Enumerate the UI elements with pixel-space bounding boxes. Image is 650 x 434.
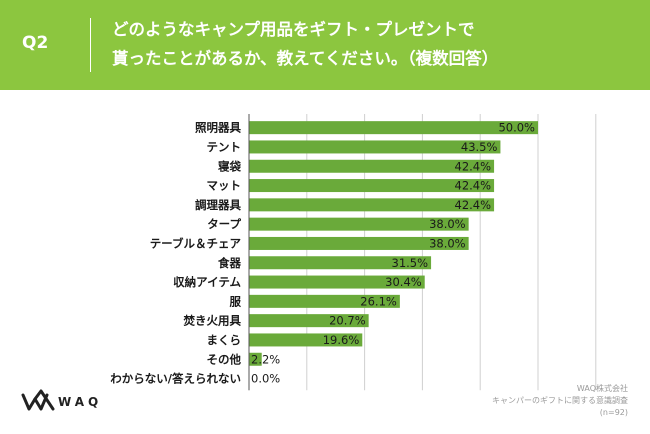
bar: [249, 275, 425, 289]
category-label: マット: [207, 179, 242, 193]
category-label: 収納アイテム: [173, 275, 241, 289]
category-label: その他: [207, 352, 242, 366]
data-label: 50.0%: [498, 121, 535, 135]
bar: [249, 333, 363, 347]
data-label: 42.4%: [455, 179, 492, 193]
bar: [249, 121, 538, 135]
question-line-2: 貰ったことがあるか、教えてください。（複数回答）: [112, 49, 499, 68]
source-note: WAQ株式会社 キャンパーのギフトに関する意識調査 (n=92): [492, 383, 628, 419]
data-label: 38.0%: [429, 217, 466, 231]
bar: [249, 294, 400, 308]
waq-logo-icon: [21, 389, 55, 411]
data-label: 26.1%: [360, 294, 397, 308]
data-label: 2.2%: [251, 352, 280, 366]
category-label: 焚き火用具: [183, 314, 242, 328]
data-label: 42.4%: [455, 159, 492, 173]
category-label: テント: [207, 140, 242, 154]
header-band: Q2 どのようなキャンプ用品をギフト・プレゼントで 貰ったことがあるか、教えてく…: [0, 0, 650, 90]
bar: [249, 236, 469, 250]
bar: [249, 256, 432, 270]
data-label: 0.0%: [251, 372, 280, 386]
data-label: 43.5%: [461, 140, 498, 154]
logo-text: WAQ: [58, 395, 103, 409]
bar: [249, 140, 501, 154]
bar: [249, 352, 262, 366]
bar: [249, 217, 469, 231]
header-divider: [90, 18, 91, 72]
category-label: タープ: [207, 217, 241, 231]
source-survey: キャンパーのギフトに関する意識調査: [492, 396, 628, 405]
question-number: Q2: [22, 33, 49, 53]
category-label: 寝袋: [218, 159, 241, 173]
category-label: 服: [230, 294, 242, 308]
category-label: 照明器具: [195, 121, 241, 135]
category-label: テーブル＆チェア: [150, 236, 242, 250]
data-label: 20.7%: [329, 314, 366, 328]
data-label: 42.4%: [455, 198, 492, 212]
category-label: 調理器具: [195, 198, 241, 212]
data-label: 30.4%: [385, 275, 422, 289]
bar: [249, 314, 369, 328]
source-company: WAQ株式会社: [576, 384, 628, 393]
category-label: まくら: [207, 333, 242, 347]
category-label: 食器: [218, 256, 241, 270]
bar: [249, 198, 495, 212]
bar: [249, 159, 495, 173]
question-text: どのようなキャンプ用品をギフト・プレゼントで 貰ったことがあるか、教えてください…: [112, 15, 632, 73]
data-label: 38.0%: [429, 236, 466, 250]
source-sample: (n=92): [599, 408, 628, 417]
data-label: 19.6%: [323, 333, 360, 347]
question-line-1: どのようなキャンプ用品をギフト・プレゼントで: [112, 20, 475, 39]
bar: [249, 179, 495, 193]
category-label: わからない/答えられない: [110, 372, 241, 386]
data-label: 31.5%: [392, 256, 429, 270]
